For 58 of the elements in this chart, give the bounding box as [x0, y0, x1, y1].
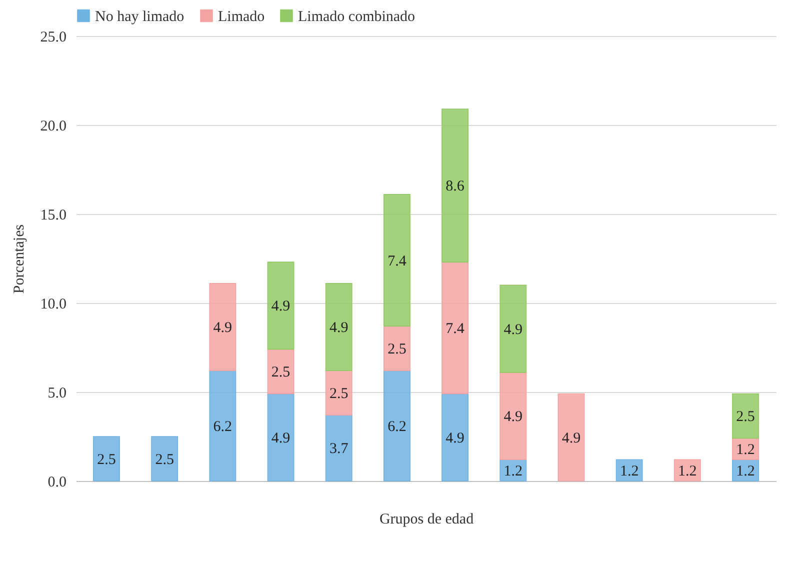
y-axis-title: Porcentajes — [11, 224, 28, 294]
data-label: 2.5 — [271, 364, 290, 381]
y-tick-label: 0.0 — [48, 474, 66, 490]
data-label: 4.9 — [446, 430, 464, 446]
legend-label: Limado — [218, 8, 265, 25]
y-tick-label: 25.0 — [40, 30, 66, 46]
data-label: 3.7 — [329, 441, 349, 458]
bar — [674, 459, 701, 482]
data-label: 1.2 — [736, 442, 755, 458]
bar — [325, 370, 352, 416]
data-label: 4.9 — [271, 430, 290, 446]
data-label: 4.9 — [504, 409, 523, 426]
legend-label: No hay limado — [95, 8, 184, 25]
bar — [151, 436, 178, 482]
data-label: 7.4 — [388, 253, 407, 270]
data-label: 4.9 — [562, 430, 581, 446]
y-tick-label: 20.0 — [40, 118, 66, 134]
data-label: 1.2 — [504, 463, 523, 480]
data-label: 4.9 — [329, 320, 348, 336]
bar — [383, 370, 410, 482]
y-tick-label: 15.0 — [40, 208, 66, 224]
bar — [209, 283, 236, 372]
bar — [442, 108, 469, 262]
data-label: 7.4 — [446, 320, 465, 337]
x-axis-title: Grupos de edad — [379, 512, 474, 528]
bar — [267, 262, 294, 350]
legend-label: Limado combinado — [298, 8, 416, 25]
bar — [383, 326, 410, 372]
bar — [209, 370, 236, 482]
bar — [267, 348, 294, 394]
data-label: 6.2 — [388, 418, 406, 435]
data-label: 2.5 — [155, 452, 174, 468]
bar — [93, 436, 120, 482]
data-label: 8.6 — [446, 178, 465, 195]
data-label: 2.5 — [329, 386, 348, 402]
bar — [500, 284, 527, 373]
bar — [325, 283, 352, 372]
bar — [442, 393, 469, 482]
data-label: 6.2 — [213, 418, 232, 435]
bar — [732, 393, 759, 439]
data-label: 2.5 — [736, 409, 755, 426]
bar — [267, 393, 294, 482]
data-label: 4.9 — [504, 322, 523, 338]
bar — [383, 194, 410, 327]
bar — [325, 414, 352, 482]
y-tick-label: 5.0 — [48, 386, 66, 402]
data-label: 1.2 — [736, 463, 755, 480]
data-label: 2.5 — [97, 452, 116, 468]
bar — [500, 372, 527, 460]
y-tick-label: 10.0 — [40, 296, 66, 312]
data-label: 4.9 — [213, 320, 232, 336]
bar — [442, 262, 469, 394]
data-label: 4.9 — [271, 298, 290, 315]
bar — [558, 393, 585, 482]
data-label: 1.2 — [620, 463, 639, 480]
data-label: 2.5 — [388, 341, 406, 358]
data-label: 1.2 — [678, 463, 697, 480]
bar — [616, 459, 643, 482]
